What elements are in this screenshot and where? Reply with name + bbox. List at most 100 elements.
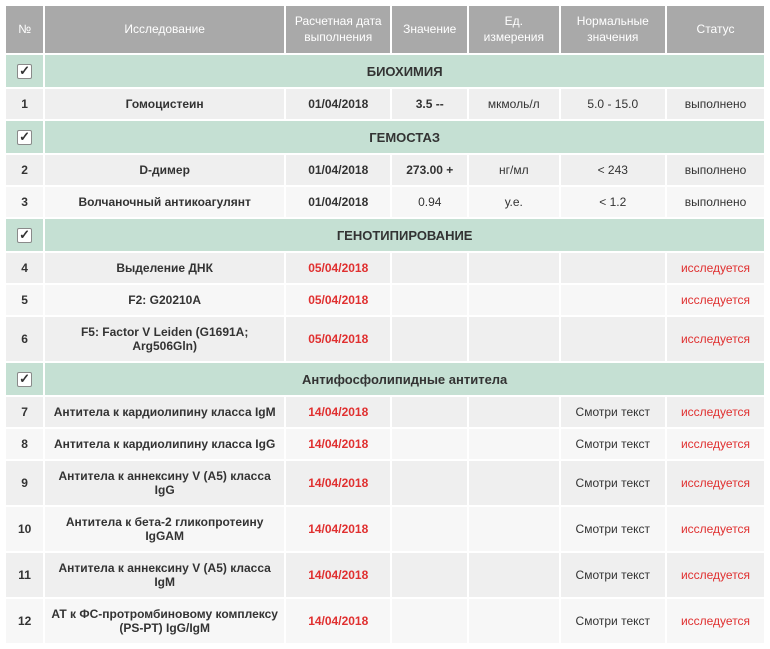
header-status: Статус bbox=[667, 6, 764, 53]
normal-range: Смотри текст bbox=[561, 599, 665, 643]
section-title: ГЕНОТИПИРОВАНИЕ bbox=[45, 219, 764, 251]
normal-range bbox=[561, 253, 665, 283]
normal-range: Смотри текст bbox=[561, 507, 665, 551]
section-row: ГЕМОСТАЗ bbox=[6, 121, 764, 153]
header-value: Значение bbox=[392, 6, 467, 53]
unit bbox=[469, 553, 559, 597]
table-row: 7Антитела к кардиолипину класса IgM14/04… bbox=[6, 397, 764, 427]
study-name: Антитела к кардиолипину класса IgM bbox=[45, 397, 284, 427]
study-name: F2: G20210A bbox=[45, 285, 284, 315]
status: исследуется bbox=[667, 317, 764, 361]
value: 3.5 -- bbox=[392, 89, 467, 119]
study-name: Антитела к кардиолипину класса IgG bbox=[45, 429, 284, 459]
status: исследуется bbox=[667, 429, 764, 459]
normal-range: Смотри текст bbox=[561, 429, 665, 459]
unit bbox=[469, 461, 559, 505]
row-number: 7 bbox=[6, 397, 43, 427]
unit: мкмоль/л bbox=[469, 89, 559, 119]
row-number: 12 bbox=[6, 599, 43, 643]
row-number: 11 bbox=[6, 553, 43, 597]
value bbox=[392, 253, 467, 283]
lab-results-table: № Исследование Расчетная дата выполнения… bbox=[4, 4, 766, 645]
value bbox=[392, 599, 467, 643]
checkbox-checked-icon[interactable] bbox=[17, 228, 32, 243]
section-title: Антифосфолипидные антитела bbox=[45, 363, 764, 395]
status: выполнено bbox=[667, 89, 764, 119]
value bbox=[392, 461, 467, 505]
table-row: 8Антитела к кардиолипину класса IgG14/04… bbox=[6, 429, 764, 459]
calc-date: 01/04/2018 bbox=[286, 187, 390, 217]
value bbox=[392, 429, 467, 459]
calc-date: 14/04/2018 bbox=[286, 429, 390, 459]
table-body: БИОХИМИЯ1Гомоцистеин01/04/20183.5 --мкмо… bbox=[6, 55, 764, 643]
status: исследуется bbox=[667, 599, 764, 643]
status: исследуется bbox=[667, 553, 764, 597]
value bbox=[392, 317, 467, 361]
section-row: ГЕНОТИПИРОВАНИЕ bbox=[6, 219, 764, 251]
row-number: 6 bbox=[6, 317, 43, 361]
row-number: 8 bbox=[6, 429, 43, 459]
row-number: 1 bbox=[6, 89, 43, 119]
study-name: Выделение ДНК bbox=[45, 253, 284, 283]
table-row: 2D-димер01/04/2018273.00 +нг/мл< 243выпо… bbox=[6, 155, 764, 185]
header-date: Расчетная дата выполнения bbox=[286, 6, 390, 53]
value bbox=[392, 553, 467, 597]
value bbox=[392, 397, 467, 427]
calc-date: 01/04/2018 bbox=[286, 89, 390, 119]
unit bbox=[469, 599, 559, 643]
study-name: АТ к ФС-протромбиновому комплексу (PS-PT… bbox=[45, 599, 284, 643]
value bbox=[392, 285, 467, 315]
table-row: 9Антитела к аннексину V (A5) класса IgG1… bbox=[6, 461, 764, 505]
header-study: Исследование bbox=[45, 6, 284, 53]
unit bbox=[469, 507, 559, 551]
value: 273.00 + bbox=[392, 155, 467, 185]
calc-date: 14/04/2018 bbox=[286, 507, 390, 551]
table-row: 12АТ к ФС-протромбиновому комплексу (PS-… bbox=[6, 599, 764, 643]
unit bbox=[469, 317, 559, 361]
section-checkbox-cell bbox=[6, 363, 43, 395]
study-name: Волчаночный антикоагулянт bbox=[45, 187, 284, 217]
normal-range bbox=[561, 285, 665, 315]
unit bbox=[469, 397, 559, 427]
header-normal: Нормальные значения bbox=[561, 6, 665, 53]
table-row: 3Волчаночный антикоагулянт01/04/20180.94… bbox=[6, 187, 764, 217]
status: исследуется bbox=[667, 507, 764, 551]
status: выполнено bbox=[667, 155, 764, 185]
section-checkbox-cell bbox=[6, 121, 43, 153]
status: исследуется bbox=[667, 253, 764, 283]
section-title: БИОХИМИЯ bbox=[45, 55, 764, 87]
header-row: № Исследование Расчетная дата выполнения… bbox=[6, 6, 764, 53]
section-row: Антифосфолипидные антитела bbox=[6, 363, 764, 395]
table-row: 11Антитела к аннексину V (A5) класса IgM… bbox=[6, 553, 764, 597]
header-num: № bbox=[6, 6, 43, 53]
calc-date: 14/04/2018 bbox=[286, 553, 390, 597]
study-name: Гомоцистеин bbox=[45, 89, 284, 119]
normal-range bbox=[561, 317, 665, 361]
study-name: Антитела к аннексину V (A5) класса IgG bbox=[45, 461, 284, 505]
checkbox-checked-icon[interactable] bbox=[17, 372, 32, 387]
header-unit: Ед. измерения bbox=[469, 6, 559, 53]
section-checkbox-cell bbox=[6, 219, 43, 251]
unit: у.е. bbox=[469, 187, 559, 217]
table-row: 1Гомоцистеин01/04/20183.5 --мкмоль/л5.0 … bbox=[6, 89, 764, 119]
row-number: 9 bbox=[6, 461, 43, 505]
calc-date: 14/04/2018 bbox=[286, 599, 390, 643]
section-title: ГЕМОСТАЗ bbox=[45, 121, 764, 153]
status: исследуется bbox=[667, 285, 764, 315]
calc-date: 05/04/2018 bbox=[286, 317, 390, 361]
unit bbox=[469, 285, 559, 315]
normal-range: Смотри текст bbox=[561, 553, 665, 597]
table-row: 5F2: G20210A05/04/2018исследуется bbox=[6, 285, 764, 315]
row-number: 2 bbox=[6, 155, 43, 185]
calc-date: 05/04/2018 bbox=[286, 253, 390, 283]
calc-date: 14/04/2018 bbox=[286, 397, 390, 427]
checkbox-checked-icon[interactable] bbox=[17, 64, 32, 79]
checkbox-checked-icon[interactable] bbox=[17, 130, 32, 145]
status: исследуется bbox=[667, 461, 764, 505]
study-name: Антитела к бета-2 гликопротеину IgGAM bbox=[45, 507, 284, 551]
unit bbox=[469, 253, 559, 283]
calc-date: 01/04/2018 bbox=[286, 155, 390, 185]
unit bbox=[469, 429, 559, 459]
normal-range: 5.0 - 15.0 bbox=[561, 89, 665, 119]
table-row: 4Выделение ДНК05/04/2018исследуется bbox=[6, 253, 764, 283]
